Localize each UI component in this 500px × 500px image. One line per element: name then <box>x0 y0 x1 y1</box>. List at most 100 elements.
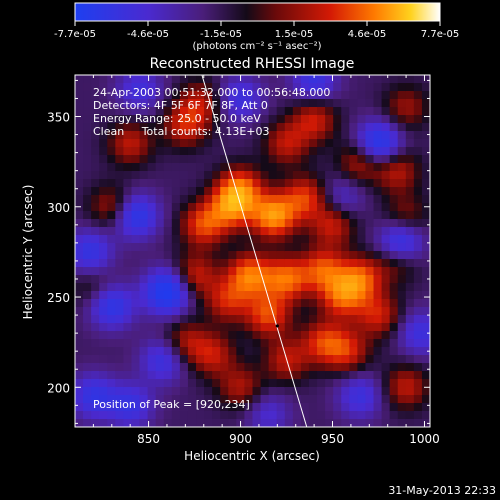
heatmap-cell <box>155 283 165 292</box>
heatmap-cell <box>91 355 100 364</box>
heatmap-cell <box>139 347 149 356</box>
heatmap-cell <box>155 291 165 300</box>
heatmap-cell <box>268 323 278 332</box>
heatmap-cell <box>115 371 125 380</box>
heatmap-cell <box>139 163 149 172</box>
heatmap-cell <box>381 163 391 172</box>
heatmap-cell <box>139 227 149 236</box>
heatmap-cell <box>308 171 318 180</box>
heatmap-cell <box>131 83 141 92</box>
heatmap-cell <box>204 403 213 412</box>
heatmap-cell <box>123 323 133 332</box>
heatmap-cell <box>284 395 294 404</box>
heatmap-cell <box>421 227 430 236</box>
heatmap-cell <box>373 371 383 380</box>
heatmap-cell <box>91 131 100 140</box>
heatmap-cell <box>107 211 116 220</box>
heatmap-cell <box>171 211 181 220</box>
heatmap-cell <box>83 219 92 228</box>
heatmap-cell <box>413 275 423 284</box>
heatmap-cell <box>115 155 125 164</box>
heatmap-cell <box>284 187 294 196</box>
heatmap-cell <box>228 419 237 427</box>
heatmap-cell <box>236 179 246 188</box>
heatmap-cell <box>308 275 318 284</box>
heatmap-cell <box>187 115 197 124</box>
heatmap-cell <box>91 203 100 212</box>
heatmap-cell <box>365 323 375 332</box>
heatmap-cell <box>325 243 334 252</box>
heatmap-cell <box>83 403 92 412</box>
heatmap-cell <box>252 307 262 316</box>
heatmap-cell <box>381 387 391 396</box>
heatmap-cell <box>333 419 342 427</box>
heatmap-cell <box>357 275 367 284</box>
heatmap-cell <box>220 315 229 324</box>
heatmap-cell <box>75 147 84 156</box>
heatmap-cell <box>292 91 302 100</box>
heatmap-cell <box>236 339 246 348</box>
annotation-detectors: Detectors: 4F 5F 6F 7F 8F, Att 0 <box>93 99 268 112</box>
heatmap-cell <box>325 83 334 92</box>
heatmap-cell <box>413 195 423 204</box>
heatmap-cell <box>421 195 430 204</box>
footer-timestamp: 31-May-2013 22:33 <box>388 484 496 497</box>
heatmap-cell <box>75 339 84 348</box>
heatmap-cell <box>196 115 205 124</box>
heatmap-cell <box>397 339 407 348</box>
heatmap-cell <box>308 123 318 132</box>
heatmap-cell <box>139 171 149 180</box>
heatmap-cell <box>357 171 367 180</box>
x-tick-label: 900 <box>229 432 252 446</box>
heatmap-cell <box>171 203 181 212</box>
heatmap-cell <box>260 123 270 132</box>
heatmap-cell <box>381 83 391 92</box>
heatmap-cell <box>341 339 350 348</box>
heatmap-cell <box>228 75 237 84</box>
heatmap-cell <box>308 283 318 292</box>
heatmap-cell <box>284 331 294 340</box>
heatmap-cell <box>260 291 270 300</box>
heatmap-cell <box>147 419 157 427</box>
heatmap-cell <box>292 259 302 268</box>
heatmap-cell <box>171 291 181 300</box>
heatmap-cell <box>373 211 383 220</box>
heatmap-cell <box>405 419 415 427</box>
heatmap-cell <box>333 75 342 84</box>
heatmap-cell <box>260 315 270 324</box>
heatmap-cell <box>244 331 254 340</box>
heatmap-cell <box>107 147 116 156</box>
heatmap-cell <box>300 243 310 252</box>
heatmap-cell <box>115 403 125 412</box>
heatmap-cell <box>244 235 254 244</box>
heatmap-cell <box>260 131 270 140</box>
heatmap-cell <box>341 91 350 100</box>
heatmap-cell <box>405 115 415 124</box>
heatmap-cell <box>365 83 375 92</box>
heatmap-cell <box>300 147 310 156</box>
heatmap-cell <box>300 283 310 292</box>
heatmap-cell <box>341 323 350 332</box>
heatmap-cell <box>308 211 318 220</box>
heatmap-cell <box>196 235 205 244</box>
heatmap-cell <box>75 131 84 140</box>
heatmap-cell <box>99 171 108 180</box>
heatmap-cell <box>228 203 237 212</box>
heatmap-cell <box>204 307 213 316</box>
heatmap-cell <box>373 323 383 332</box>
heatmap-cell <box>244 195 254 204</box>
heatmap-cell <box>220 75 229 84</box>
heatmap-cell <box>139 203 149 212</box>
heatmap-cell <box>155 395 165 404</box>
heatmap-cell <box>91 371 100 380</box>
heatmap-cell <box>83 147 92 156</box>
heatmap-cell <box>187 299 197 308</box>
heatmap-cell <box>405 395 415 404</box>
heatmap-cell <box>147 291 157 300</box>
heatmap-cell <box>115 283 125 292</box>
heatmap-cell <box>325 395 334 404</box>
heatmap-cell <box>373 203 383 212</box>
heatmap-cell <box>236 115 246 124</box>
heatmap-cell <box>389 147 399 156</box>
heatmap-cell <box>381 155 391 164</box>
